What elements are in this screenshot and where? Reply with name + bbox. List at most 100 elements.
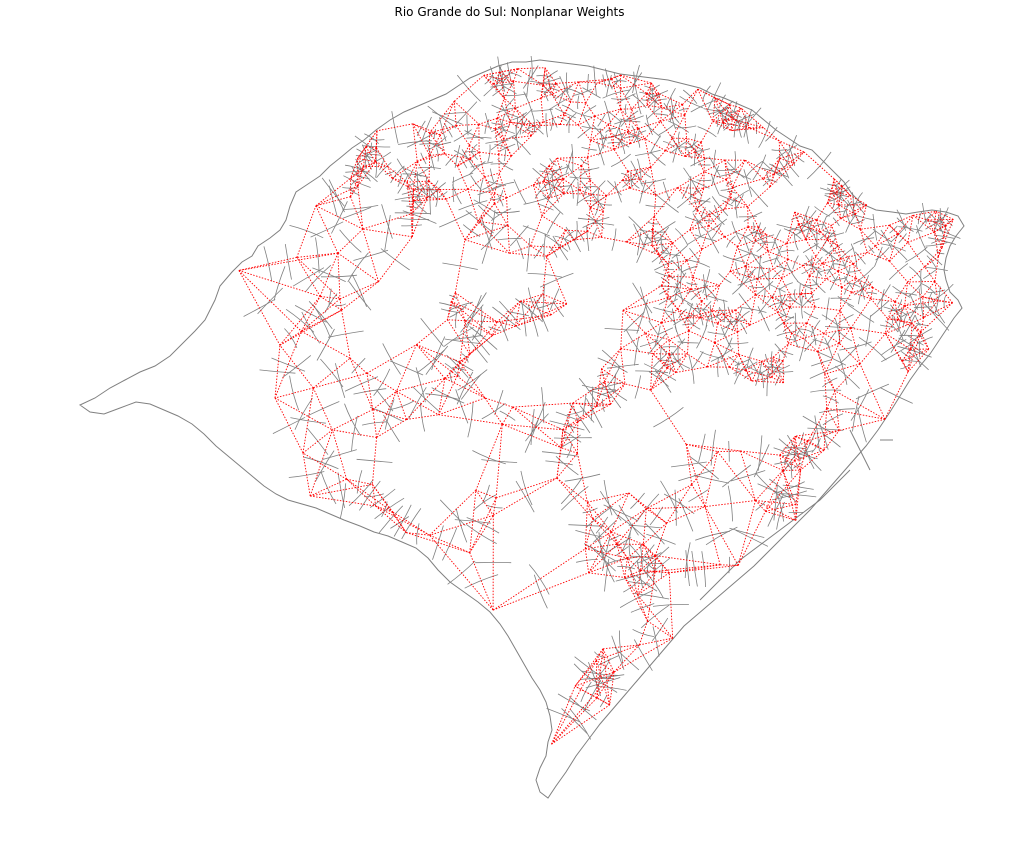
weight-edge — [622, 179, 631, 189]
weight-edge — [692, 249, 703, 278]
municipal-boundary — [723, 299, 726, 322]
weight-edge — [755, 500, 766, 512]
municipal-boundary — [644, 122, 661, 138]
municipal-boundary — [561, 708, 588, 734]
weight-edge — [777, 312, 792, 334]
weight-edge — [506, 184, 534, 199]
weight-edge — [602, 648, 611, 705]
weight-edge — [428, 155, 431, 182]
weight-edge — [907, 242, 926, 268]
weight-edge — [515, 107, 534, 127]
weight-edge — [855, 277, 872, 299]
municipal-boundary — [713, 204, 720, 219]
weight-edge — [548, 165, 564, 180]
weight-edge — [794, 460, 801, 471]
weights-network — [238, 67, 954, 745]
weight-edge — [668, 275, 693, 278]
weight-edge — [831, 191, 840, 206]
weight-edge — [469, 151, 480, 160]
municipal-boundary — [636, 493, 660, 523]
weight-edge — [631, 108, 639, 129]
municipal-boundary — [528, 564, 550, 595]
weight-edge — [794, 435, 825, 451]
weight-edge — [533, 124, 561, 127]
municipal-boundary — [308, 301, 333, 330]
weight-edge — [794, 449, 825, 462]
weight-edge — [392, 511, 430, 536]
weight-edge — [840, 213, 856, 219]
municipal-boundary — [811, 438, 821, 453]
municipal-boundary — [650, 152, 666, 166]
weight-edge — [815, 239, 828, 257]
weight-edge — [666, 484, 693, 524]
weight-edge — [754, 240, 769, 252]
weight-edge — [811, 293, 816, 308]
municipal-boundary — [918, 288, 924, 319]
weight-edge — [428, 180, 447, 200]
weight-edge — [646, 82, 652, 106]
weight-edge — [301, 330, 351, 359]
weight-edge — [577, 403, 611, 423]
weight-edge — [313, 357, 351, 389]
weight-edge — [816, 219, 832, 226]
weight-edge — [479, 151, 499, 156]
municipal-boundary — [601, 349, 621, 368]
municipal-boundary — [635, 575, 658, 592]
weight-edge — [779, 151, 805, 159]
municipal-boundary — [711, 224, 722, 239]
municipal-boundary — [464, 334, 488, 363]
municipal-boundary — [530, 123, 544, 135]
municipal-boundary — [898, 226, 923, 232]
weight-edge — [761, 360, 784, 384]
weight-edge — [588, 572, 625, 578]
weight-edge — [676, 187, 698, 211]
weight-edge — [722, 104, 731, 124]
weight-edge — [941, 219, 954, 248]
weight-edge — [855, 204, 867, 215]
weight-edge — [375, 505, 407, 533]
municipal-boundary — [778, 159, 790, 179]
weight-edge — [626, 241, 653, 247]
municipal-boundary — [723, 318, 732, 337]
weight-edge — [350, 161, 376, 179]
municipal-boundary — [636, 299, 649, 334]
weight-edge — [756, 268, 774, 280]
municipal-boundary — [753, 444, 770, 478]
weight-edge — [503, 121, 511, 140]
municipal-boundary — [792, 255, 799, 270]
municipal-boundary — [731, 109, 742, 118]
municipal-boundary — [762, 257, 779, 264]
weight-edge — [686, 137, 702, 143]
weight-edge — [454, 292, 466, 321]
municipal-boundary — [834, 318, 841, 343]
weight-edge — [704, 506, 739, 566]
weight-edge — [737, 226, 749, 247]
weight-edge — [533, 184, 550, 199]
weight-edge — [493, 80, 514, 85]
weight-edge — [834, 363, 861, 392]
weight-edge — [875, 233, 898, 247]
municipal-boundary — [320, 471, 337, 505]
weight-edge — [685, 444, 706, 507]
municipal-boundary — [674, 326, 684, 345]
municipal-boundary — [523, 91, 534, 115]
weight-edge — [712, 98, 716, 122]
weight-edge — [794, 211, 807, 240]
weight-edge — [667, 275, 670, 298]
municipal-boundary — [782, 450, 814, 456]
municipal-boundary — [767, 494, 784, 527]
municipal-boundary — [905, 246, 928, 263]
municipal-boundary — [572, 88, 592, 96]
municipal-boundary — [782, 484, 814, 490]
municipal-boundary — [331, 201, 348, 234]
municipal-boundary — [640, 179, 656, 195]
municipal-boundary — [691, 550, 698, 587]
weight-edge — [313, 372, 368, 389]
weight-edge — [897, 318, 922, 333]
weight-edge — [704, 451, 718, 507]
municipal-boundary — [284, 328, 298, 349]
weight-edge — [590, 193, 607, 197]
weight-edge — [782, 460, 795, 471]
weight-edge — [667, 288, 692, 299]
municipal-boundary — [787, 434, 801, 461]
